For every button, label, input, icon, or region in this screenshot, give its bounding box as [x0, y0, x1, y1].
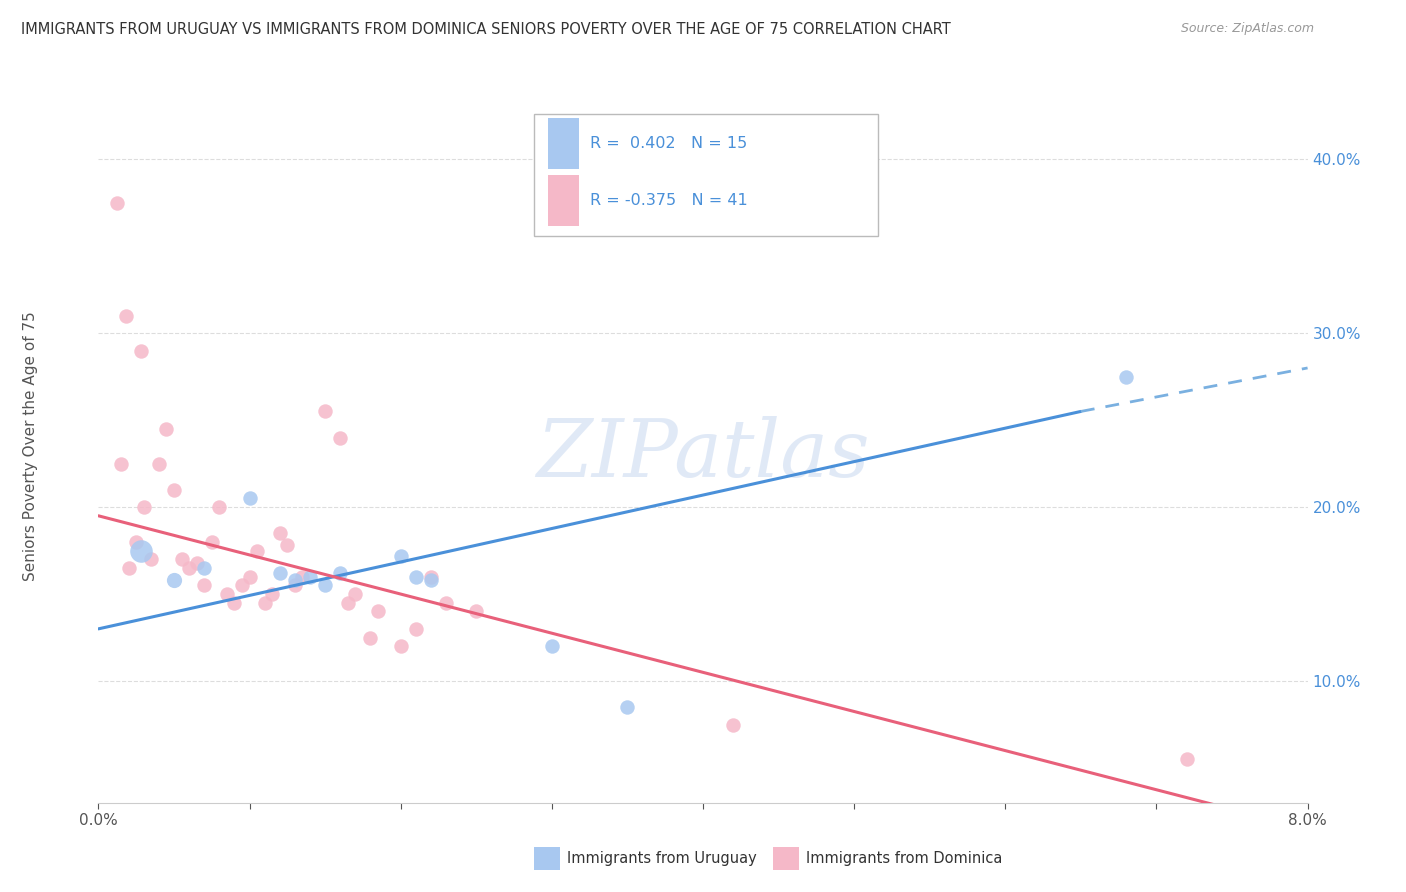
Point — [269, 566, 291, 581]
Text: Immigrants from Dominica: Immigrants from Dominica — [806, 851, 1002, 866]
Point — [125, 534, 148, 549]
Point — [110, 457, 132, 471]
Point — [170, 552, 193, 566]
Point — [1115, 369, 1137, 384]
Point — [118, 561, 141, 575]
Point — [155, 422, 177, 436]
Point — [141, 552, 163, 566]
Point — [389, 639, 412, 653]
Point — [284, 578, 307, 592]
Point — [208, 500, 231, 514]
Text: IMMIGRANTS FROM URUGUAY VS IMMIGRANTS FROM DOMINICA SENIORS POVERTY OVER THE AGE: IMMIGRANTS FROM URUGUAY VS IMMIGRANTS FR… — [21, 22, 950, 37]
Text: ZIPatlas: ZIPatlas — [536, 417, 870, 493]
Point — [284, 573, 307, 587]
Point — [129, 343, 152, 358]
Point — [540, 639, 562, 653]
Point — [465, 605, 488, 619]
Point — [723, 717, 745, 731]
Point — [163, 573, 186, 587]
Point — [132, 500, 155, 514]
Point — [616, 700, 638, 714]
Point — [360, 631, 382, 645]
Point — [344, 587, 367, 601]
Point — [215, 587, 238, 601]
Point — [1175, 752, 1198, 766]
Point — [329, 431, 352, 445]
Point — [291, 570, 314, 584]
Point — [367, 605, 389, 619]
Point — [336, 596, 359, 610]
Point — [114, 309, 136, 323]
Point — [298, 570, 321, 584]
Point — [405, 622, 427, 636]
Point — [201, 534, 224, 549]
Point — [148, 457, 170, 471]
Text: R =  0.402   N = 15: R = 0.402 N = 15 — [591, 136, 747, 151]
Point — [177, 561, 201, 575]
Point — [389, 549, 412, 563]
Point — [314, 404, 336, 418]
Point — [434, 596, 457, 610]
Point — [276, 538, 298, 552]
Text: Source: ZipAtlas.com: Source: ZipAtlas.com — [1181, 22, 1315, 36]
Point — [239, 570, 262, 584]
Text: Seniors Poverty Over the Age of 75: Seniors Poverty Over the Age of 75 — [24, 311, 38, 581]
Point — [269, 526, 291, 541]
Point — [105, 195, 128, 210]
Point — [329, 566, 352, 581]
Point — [420, 573, 443, 587]
Point — [253, 596, 276, 610]
Point — [186, 556, 208, 570]
Point — [239, 491, 262, 506]
Point — [163, 483, 186, 497]
Text: Immigrants from Uruguay: Immigrants from Uruguay — [567, 851, 756, 866]
Point — [224, 596, 246, 610]
Point — [231, 578, 253, 592]
Point — [314, 578, 336, 592]
Point — [420, 570, 443, 584]
Text: R = -0.375   N = 41: R = -0.375 N = 41 — [591, 193, 748, 208]
Point — [193, 578, 215, 592]
Point — [262, 587, 284, 601]
Point — [193, 561, 215, 575]
Point — [246, 543, 269, 558]
Point — [405, 570, 427, 584]
Point — [129, 543, 152, 558]
